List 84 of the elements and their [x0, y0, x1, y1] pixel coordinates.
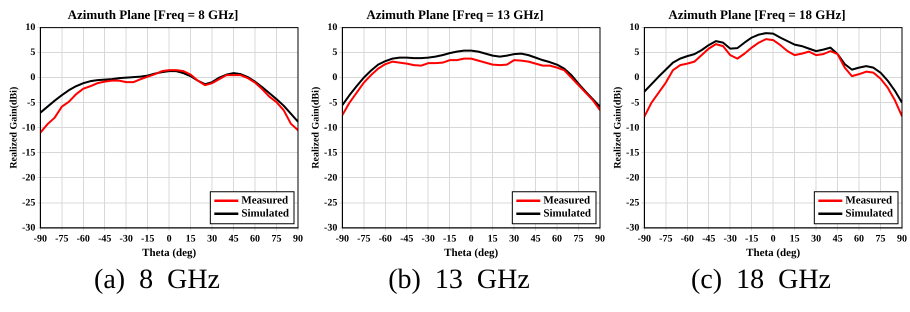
y-tick-label: -20: [324, 172, 338, 184]
x-tick-label: 75: [272, 233, 282, 244]
x-tick-label: 0: [166, 233, 172, 244]
text: (a) 8 GHz: [94, 263, 220, 297]
legend-label: Measured: [543, 194, 590, 207]
y-tick-label: -20: [626, 172, 640, 184]
x-tick-label: 15: [790, 233, 800, 244]
chart-title: Azimuth Plane [Freq = 13 GHz]: [366, 7, 544, 22]
text: (c) 18 GHz: [691, 263, 831, 297]
y-tick-label: -15: [626, 147, 640, 158]
x-tick-label: -90: [34, 233, 47, 244]
y-tick-label: -20: [22, 172, 36, 184]
y-tick-label: -10: [22, 122, 36, 134]
x-tick-label: 15: [488, 233, 498, 244]
x-tick-label: 75: [574, 233, 584, 244]
x-axis-title: Theta (deg): [444, 247, 499, 260]
y-tick-label: -15: [324, 147, 338, 158]
x-tick-label: -45: [98, 233, 112, 244]
x-tick-label: 45: [228, 233, 239, 244]
x-tick-label: 30: [509, 233, 520, 244]
chart-title: Azimuth Plane [Freq = 18 GHz]: [668, 7, 846, 22]
x-tick-label: 60: [854, 233, 864, 244]
x-tick-label: -75: [659, 233, 672, 244]
y-tick-label: 0: [332, 72, 338, 84]
legend-label: Simulated: [241, 208, 290, 220]
x-tick-label: -15: [745, 233, 758, 244]
x-tick-label: 60: [552, 233, 562, 244]
legend-label: Simulated: [543, 208, 592, 220]
y-tick-label: -30: [626, 222, 640, 234]
y-tick-label: -25: [324, 197, 338, 208]
x-tick-label: 75: [876, 233, 886, 244]
x-tick-label: -60: [76, 233, 90, 244]
y-tick-label: -5: [26, 97, 36, 108]
x-tick-label: -45: [702, 233, 716, 244]
y-tick-label: -10: [324, 122, 338, 134]
x-tick-label: -30: [724, 233, 737, 244]
y-tick-label: -5: [630, 97, 640, 108]
y-tick-label: 5: [332, 47, 338, 58]
y-tick-label: 5: [30, 47, 36, 58]
y-tick-label: 10: [629, 22, 640, 34]
x-axis-title: Theta (deg): [142, 247, 197, 260]
x-tick-label: -90: [336, 233, 349, 244]
y-tick-label: 0: [634, 72, 640, 84]
x-tick-label: 0: [770, 233, 776, 244]
x-tick-label: -90: [638, 233, 651, 244]
x-tick-label: 90: [595, 233, 605, 244]
legend-label: Measured: [845, 194, 892, 207]
y-tick-label: -5: [328, 97, 338, 108]
y-tick-label: 5: [634, 47, 640, 58]
x-tick-label: -45: [400, 233, 414, 244]
x-tick-label: 90: [293, 233, 303, 244]
chart-title: Azimuth Plane [Freq = 8 GHz]: [68, 7, 238, 22]
x-tick-label: -30: [120, 233, 133, 244]
legend-label: Simulated: [845, 208, 894, 220]
x-tick-label: 60: [250, 233, 260, 244]
text: (b) 13 GHz: [388, 263, 530, 297]
x-tick-label: -15: [141, 233, 154, 244]
x-tick-label: 30: [811, 233, 822, 244]
x-tick-label: -15: [443, 233, 456, 244]
y-axis-title: Realized Gain(dBi): [8, 86, 20, 169]
y-tick-label: 10: [25, 22, 36, 34]
x-tick-label: 45: [832, 233, 843, 244]
x-tick-label: 90: [897, 233, 907, 244]
x-tick-label: 15: [186, 233, 196, 244]
y-axis-title: Realized Gain(dBi): [310, 86, 322, 169]
x-tick-label: -60: [378, 233, 392, 244]
x-tick-label: 0: [468, 233, 474, 244]
y-tick-label: 0: [30, 72, 36, 84]
x-tick-label: -60: [680, 233, 694, 244]
y-tick-label: -30: [22, 222, 36, 234]
y-tick-label: -10: [626, 122, 640, 134]
y-tick-label: -30: [324, 222, 338, 234]
legend-label: Measured: [241, 194, 288, 207]
y-tick-label: 10: [327, 22, 338, 34]
x-tick-label: -75: [357, 233, 370, 244]
y-axis-title: Realized Gain(dBi): [612, 86, 624, 169]
y-tick-label: -15: [22, 147, 36, 158]
x-tick-label: -75: [55, 233, 68, 244]
y-tick-label: -25: [22, 197, 36, 208]
x-tick-label: 30: [207, 233, 218, 244]
x-tick-label: 45: [530, 233, 541, 244]
x-tick-label: -30: [422, 233, 435, 244]
y-tick-label: -25: [626, 197, 640, 208]
x-axis-title: Theta (deg): [746, 247, 801, 260]
